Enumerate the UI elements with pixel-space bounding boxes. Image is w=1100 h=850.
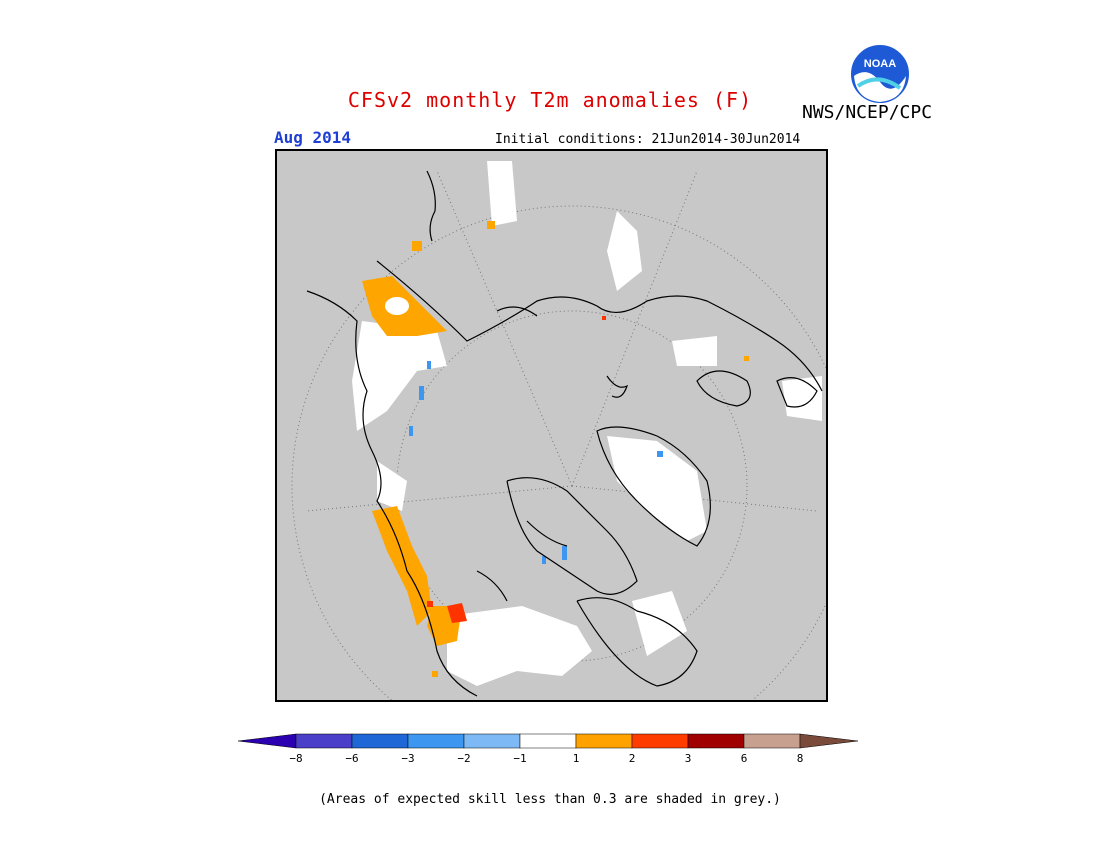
region-bc-hotspot [447, 603, 467, 623]
region-scandinavia [607, 211, 642, 291]
legend-tick: 6 [740, 752, 748, 765]
polar-map [291, 161, 826, 700]
legend-tick: −1 [513, 752, 527, 765]
logo-text: NOAA [864, 58, 896, 70]
month-label: Aug 2014 [274, 128, 352, 147]
legend-tick: 1 [572, 752, 580, 765]
region-alaska-west [377, 461, 407, 511]
legend-tick: 3 [684, 752, 692, 765]
region-alaska-coast [372, 506, 432, 626]
latitude-circle-inner [396, 310, 748, 662]
coastlines [306, 170, 823, 697]
region-canada-prairies [447, 606, 592, 686]
footer-note: (Areas of expected skill less than 0.3 a… [319, 792, 781, 807]
legend-tick: −6 [345, 752, 359, 765]
region-uk [782, 376, 822, 421]
legend-tick: −2 [457, 752, 471, 765]
chart-title: CFSv2 monthly T2m anomalies (F) [347, 88, 753, 112]
map-panel [275, 149, 828, 702]
agency-label: NWS/NCEP/CPC [802, 102, 933, 123]
region-hudson-east [632, 591, 687, 656]
region-europe-east [672, 336, 717, 366]
legend-tick: 2 [628, 752, 636, 765]
region-siberia-west [352, 321, 447, 431]
region-greenland [607, 436, 707, 541]
initial-conditions: Initial conditions: 21Jun2014-30Jun2014 [495, 132, 801, 147]
color-legend [238, 733, 859, 749]
legend-tick: −3 [401, 752, 415, 765]
legend-tick: −8 [289, 752, 303, 765]
region-north-atlantic [487, 161, 517, 226]
legend-tick: 8 [796, 752, 804, 765]
noaa-logo: NOAA [849, 43, 911, 105]
